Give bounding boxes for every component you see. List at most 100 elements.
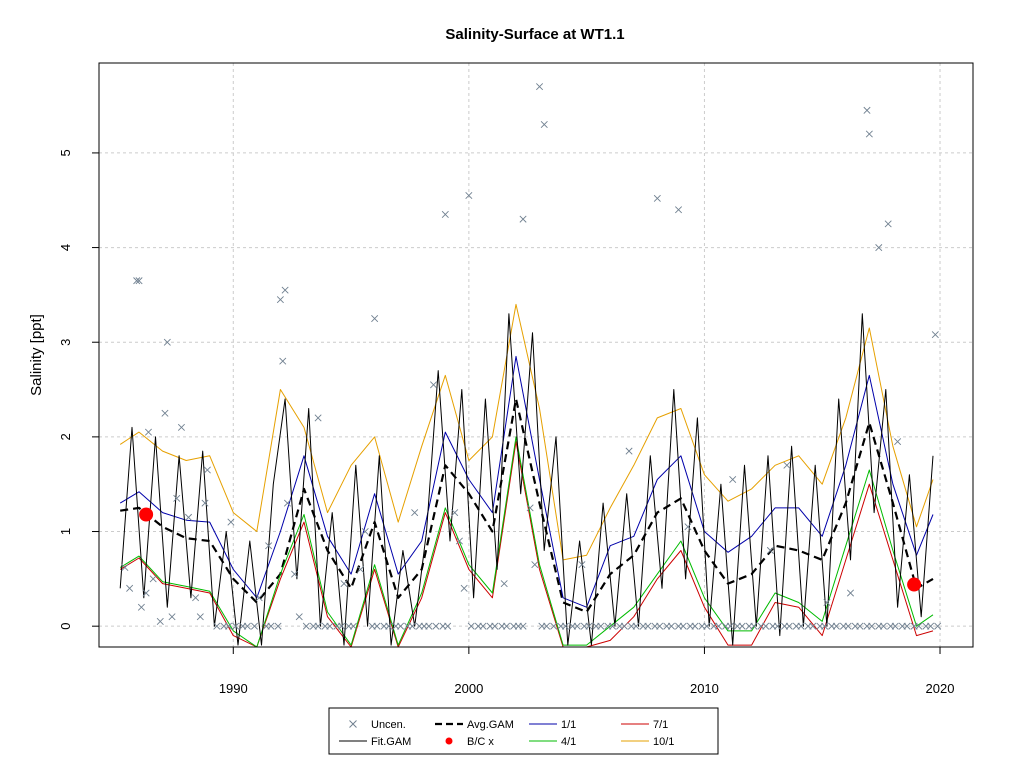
legend-label: 10/1	[653, 736, 674, 748]
uncen-point	[578, 561, 586, 569]
series-line-1-1	[119, 355, 934, 608]
uncen-point	[133, 277, 141, 285]
uncen-point	[302, 622, 310, 630]
uncen-point	[225, 622, 233, 630]
uncen-point	[750, 622, 758, 630]
y-tick-label: 0	[58, 623, 73, 630]
uncen-point	[503, 622, 511, 630]
uncen-point	[411, 509, 419, 517]
uncen-point	[432, 622, 440, 630]
uncen-point	[679, 622, 687, 630]
legend-label: Avg.GAM	[467, 719, 514, 731]
uncen-point	[161, 409, 169, 417]
uncen-point	[875, 244, 883, 252]
uncen-point	[519, 622, 527, 630]
series-line-7-1	[119, 441, 934, 648]
uncen-point	[149, 575, 157, 583]
legend-item-uncen: Uncen.	[349, 719, 406, 731]
uncen-point	[597, 622, 605, 630]
uncen-point	[550, 622, 558, 630]
x-tick-label: 1990	[219, 681, 248, 696]
uncen-point	[561, 622, 569, 630]
uncen-point	[894, 438, 902, 446]
uncen-point	[653, 194, 661, 202]
uncen-point	[173, 494, 181, 502]
legend-label: 4/1	[561, 736, 576, 748]
y-tick-label: 3	[58, 339, 73, 346]
uncen-point	[729, 475, 737, 483]
uncen-point	[491, 622, 499, 630]
uncen-point	[884, 220, 892, 228]
uncen-point	[797, 622, 805, 630]
uncen-point	[408, 622, 416, 630]
series-line-avg-gam	[120, 397, 934, 614]
y-tick-label: 4	[58, 244, 73, 251]
uncen-point	[540, 121, 548, 129]
y-axis-label: Salinity [ppt]	[28, 314, 45, 396]
uncen-point	[703, 622, 711, 630]
uncen-point	[168, 613, 176, 621]
uncen-point	[738, 622, 746, 630]
uncen-point	[283, 499, 291, 507]
uncen-point	[177, 423, 185, 431]
legend-item-q1: 1/1	[529, 719, 576, 731]
uncen-point	[163, 338, 171, 346]
series-layer	[119, 303, 934, 648]
legend-label: 1/1	[561, 719, 576, 731]
uncen-point	[821, 622, 829, 630]
uncen-point	[785, 622, 793, 630]
uncen-point	[632, 622, 640, 630]
uncen-point	[441, 210, 449, 218]
uncen-point	[340, 580, 348, 588]
bc-point	[907, 577, 922, 592]
uncen-point	[196, 613, 204, 621]
uncen-point	[927, 622, 935, 630]
legend-item-q4: 4/1	[529, 736, 576, 748]
legend-label: Uncen.	[371, 719, 406, 731]
plot-frame	[98, 62, 974, 648]
uncen-point	[931, 331, 939, 339]
legend-label: Fit.GAM	[371, 736, 411, 748]
uncen-point	[644, 622, 652, 630]
uncen-point	[585, 622, 593, 630]
uncen-point	[868, 622, 876, 630]
uncen-point	[684, 523, 692, 531]
uncen-point	[121, 563, 129, 572]
uncen-point	[934, 622, 942, 630]
uncen-point	[137, 603, 145, 611]
uncen-point	[863, 106, 871, 114]
uncen-point	[823, 598, 831, 607]
uncen-point	[465, 191, 473, 200]
uncen-point	[326, 622, 334, 630]
y-tick-label: 5	[58, 149, 73, 156]
uncen-point	[460, 584, 468, 592]
uncen-point	[430, 381, 438, 389]
chart-title: Salinity-Surface at WT1.1	[445, 26, 624, 43]
uncen-point	[232, 622, 240, 630]
legend-label: B/C x	[467, 736, 494, 748]
uncen-point	[373, 622, 381, 630]
uncen-point	[667, 622, 675, 630]
scatter-layer	[121, 83, 942, 630]
uncen-point	[203, 466, 211, 474]
uncen-point	[250, 622, 259, 630]
uncen-point	[243, 622, 251, 630]
uncen-point	[573, 622, 581, 630]
x-tick-label: 2000	[454, 681, 483, 696]
uncen-point	[467, 622, 475, 630]
uncen-point	[156, 617, 164, 625]
uncen-point	[425, 622, 433, 630]
uncen-point	[201, 499, 209, 507]
uncen-point	[135, 277, 143, 285]
series-line-4-1	[119, 436, 934, 648]
uncen-point	[192, 594, 200, 602]
uncen-point	[295, 613, 303, 621]
legend-item-avg_gam: Avg.GAM	[435, 719, 514, 731]
uncen-point	[519, 215, 527, 223]
bc-points-layer	[139, 507, 922, 592]
uncen-point	[274, 622, 282, 630]
uncen-point	[385, 622, 393, 630]
uncen-point	[856, 622, 864, 630]
uncen-point	[126, 584, 134, 592]
